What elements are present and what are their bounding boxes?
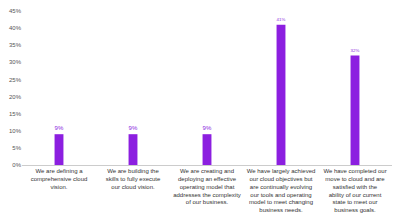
svg-text:40%: 40%	[9, 25, 22, 31]
svg-text:We are creating anddeploying a: We are creating anddeploying an effectiv…	[173, 168, 241, 205]
svg-text:35%: 35%	[9, 42, 22, 48]
svg-text:9%: 9%	[203, 125, 212, 131]
svg-text:25%: 25%	[9, 77, 22, 83]
svg-text:5%: 5%	[12, 145, 21, 151]
svg-text:30%: 30%	[9, 59, 22, 65]
svg-text:41%: 41%	[277, 17, 286, 22]
svg-text:45%: 45%	[9, 8, 22, 14]
svg-text:15%: 15%	[9, 111, 22, 117]
svg-text:9%: 9%	[129, 125, 138, 131]
svg-text:0%: 0%	[12, 162, 21, 168]
svg-text:We have completed ourmove to c: We have completed ourmove to cloud and a…	[323, 168, 386, 213]
svg-text:We are building theskills to f: We are building theskills to fully execu…	[106, 168, 161, 190]
svg-text:9%: 9%	[55, 125, 64, 131]
svg-text:We have largely achievedour cl: We have largely achievedour cloud object…	[247, 168, 316, 213]
svg-text:10%: 10%	[9, 128, 22, 134]
svg-text:20%: 20%	[9, 94, 22, 100]
svg-text:32%: 32%	[351, 48, 360, 53]
svg-text:We are defining acomprehensive: We are defining acomprehensive cloudvisi…	[31, 168, 88, 190]
